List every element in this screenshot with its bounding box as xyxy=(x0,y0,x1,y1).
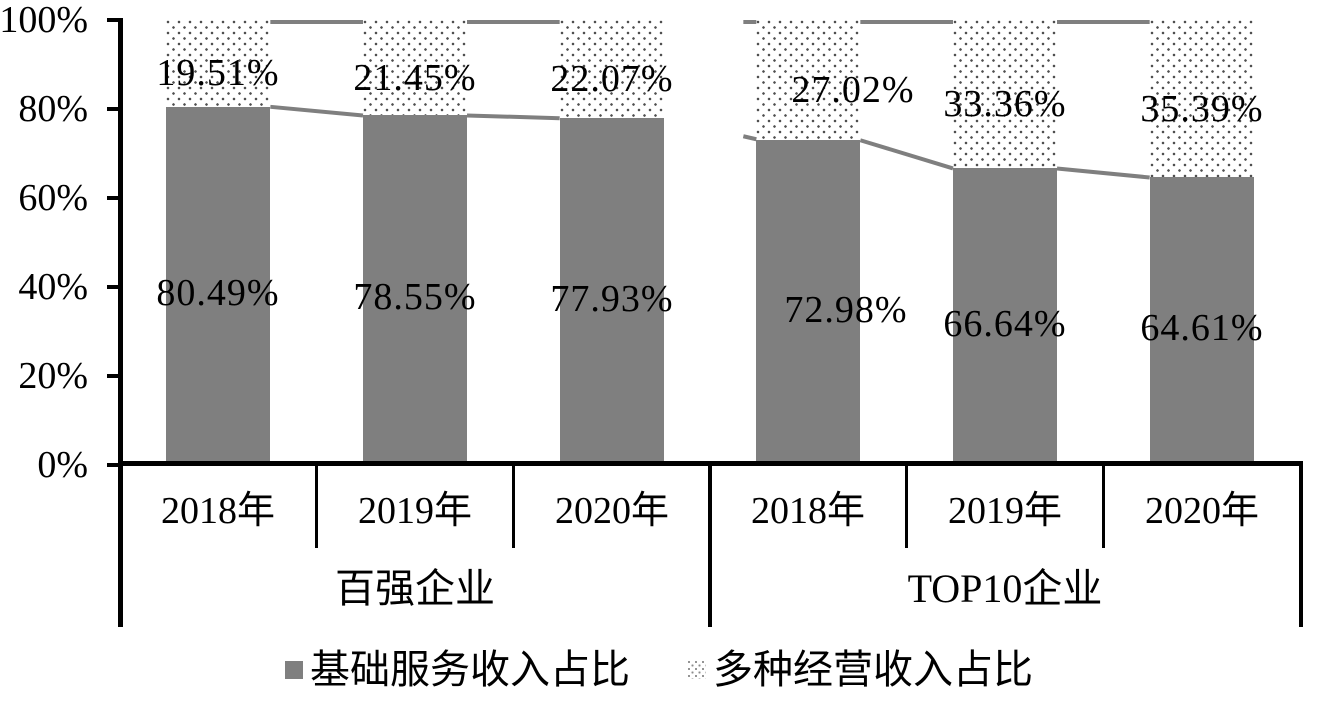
x-category-label: 2019年 xyxy=(947,490,1063,532)
diversified-value-label: 35.39% xyxy=(1140,88,1264,130)
category-separator xyxy=(315,461,318,548)
legend: 基础服务收入占比 多种经营收入占比 xyxy=(0,642,1318,698)
x-category-label: 2018年 xyxy=(160,490,276,532)
y-axis-tick-label: 80% xyxy=(18,88,88,130)
group-divider-line xyxy=(708,461,712,627)
y-axis-tick xyxy=(107,374,120,378)
x-category-label: 2018年 xyxy=(750,490,866,532)
y-axis-line xyxy=(118,18,123,627)
dotted-pattern-swatch-icon xyxy=(688,661,706,679)
diversified-bar-segment xyxy=(1150,20,1254,177)
base-service-value-label: 80.49% xyxy=(156,272,280,314)
diversified-bar-segment xyxy=(953,20,1057,168)
group-label-top10: TOP10企业 xyxy=(907,566,1103,611)
diversified-value-label: 19.51% xyxy=(156,52,280,94)
diversified-bar-segment xyxy=(756,20,860,140)
x-category-label: 2019年 xyxy=(357,490,473,532)
y-axis-tick xyxy=(107,18,120,22)
base-service-bar-segment xyxy=(756,140,860,465)
y-axis-tick-label: 0% xyxy=(37,444,88,486)
x-category-label: 2020年 xyxy=(554,490,670,532)
series-line-base xyxy=(1056,166,1150,180)
category-frame-right xyxy=(1299,461,1303,627)
diversified-bar-segment xyxy=(363,20,467,115)
base-service-bar-segment xyxy=(363,115,467,465)
base-service-bar-segment xyxy=(1150,177,1254,465)
y-axis-tick-label: 20% xyxy=(18,355,88,397)
y-axis-tick-label: 60% xyxy=(18,177,88,219)
solid-gray-swatch-icon xyxy=(285,661,303,679)
base-service-bar-segment xyxy=(953,168,1057,465)
series-line-base xyxy=(859,138,954,171)
x-category-label: 2020年 xyxy=(1144,490,1260,532)
legend-label: 多种经营收入占比 xyxy=(713,647,1033,692)
y-axis-tick xyxy=(107,285,120,289)
diversified-value-label: 33.36% xyxy=(943,83,1067,125)
diversified-value-label: 27.02% xyxy=(791,69,915,111)
legend-item-base-service: 基础服务收入占比 xyxy=(285,648,630,692)
y-axis-tick-label: 100% xyxy=(0,0,88,41)
base-service-bar-segment xyxy=(166,107,270,465)
category-separator xyxy=(905,461,908,548)
base-service-value-label: 78.55% xyxy=(353,276,477,318)
y-axis-tick-label: 40% xyxy=(18,266,88,308)
diversified-bar-segment xyxy=(560,20,664,118)
y-axis-tick xyxy=(107,463,120,467)
category-separator xyxy=(512,461,515,548)
legend-label: 基础服务收入占比 xyxy=(310,647,630,692)
base-service-value-label: 77.93% xyxy=(550,278,674,320)
base-service-value-label: 66.64% xyxy=(943,303,1067,345)
group-label-top100: 百强企业 xyxy=(335,566,495,611)
category-separator xyxy=(1102,461,1105,548)
series-line-stub-base xyxy=(742,134,757,142)
series-line-base xyxy=(466,113,560,121)
legend-item-diversified: 多种经营收入占比 xyxy=(688,648,1033,692)
diversified-bar-segment xyxy=(166,20,270,107)
y-axis-tick xyxy=(107,107,120,111)
base-service-value-label: 64.61% xyxy=(1140,307,1264,349)
series-line-base xyxy=(270,104,364,118)
base-service-bar-segment xyxy=(560,118,664,465)
diversified-value-label: 21.45% xyxy=(353,57,477,99)
base-service-value-label: 72.98% xyxy=(784,289,908,331)
y-axis-tick xyxy=(107,196,120,200)
diversified-value-label: 22.07% xyxy=(550,58,674,100)
